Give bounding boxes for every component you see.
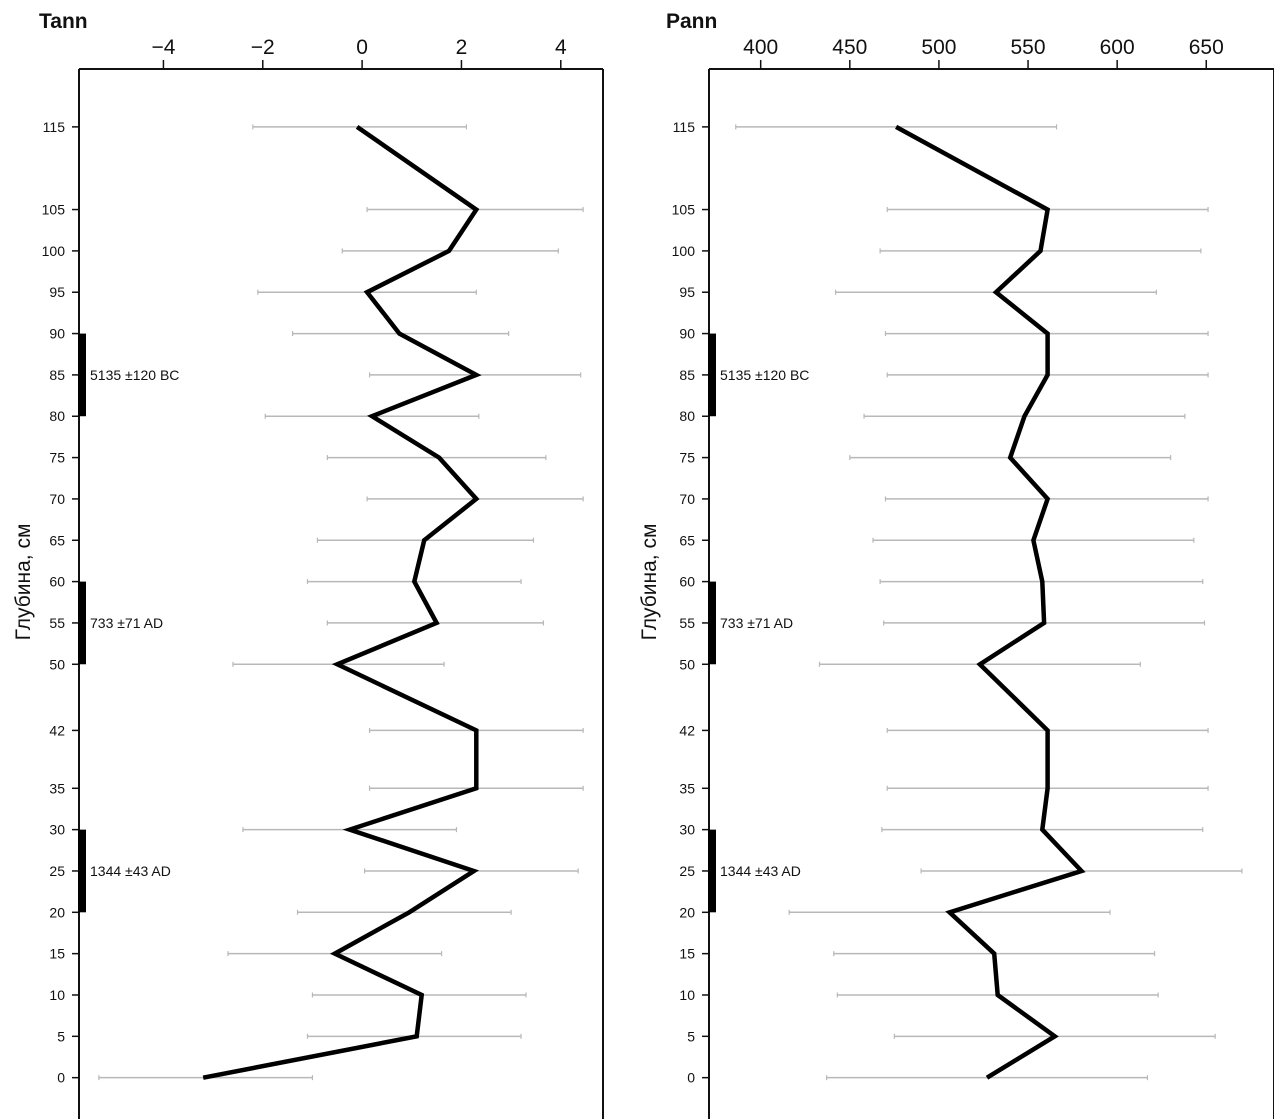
panel-pann: Pann 400 450 500 550 600 650 0 5 10 15 20 25 30 35 42 50…: [638, 10, 1274, 1119]
y-tick-label: 65: [49, 532, 65, 548]
y-tick-label: 15: [679, 946, 695, 962]
y-tick-label: 30: [679, 822, 695, 838]
y-tick-label: 0: [57, 1070, 65, 1086]
x-tick-label: −2: [251, 36, 275, 59]
y-axis-label: Глубина, см: [12, 524, 35, 641]
y-tick-label: 75: [679, 450, 695, 466]
y-tick-label: 25: [679, 863, 695, 879]
series-line: [202, 125, 482, 1080]
y-tick-label: 90: [679, 326, 695, 342]
x-tick-label: 500: [921, 36, 956, 59]
y-axis-label: Глубина, см: [638, 524, 661, 641]
date-marker-label: 733 ±71 AD: [720, 615, 793, 631]
y-tick-label: 20: [679, 904, 695, 920]
y-tick-label: 70: [49, 491, 65, 507]
y-tick-label: 5: [57, 1028, 65, 1044]
date-marker-label: 5135 ±120 BC: [90, 367, 179, 383]
y-tick-label: 42: [679, 722, 695, 738]
y-tick-label: 50: [679, 656, 695, 672]
y-tick-label: 20: [49, 904, 65, 920]
x-tick-label: 2: [456, 36, 468, 59]
y-tick-label: 115: [43, 119, 66, 135]
date-marker-bar: [78, 829, 86, 913]
y-tick-label: 100: [672, 243, 696, 259]
y-tick-label: 80: [679, 408, 695, 424]
x-tick-label: 450: [832, 36, 867, 59]
y-tick-label: 50: [49, 656, 65, 672]
x-tick-label: 400: [743, 36, 778, 59]
y-tick-label: 95: [49, 284, 65, 300]
y-tick-label: 65: [679, 532, 695, 548]
y-tick-label: 85: [679, 367, 695, 383]
y-tick-label: 55: [49, 615, 65, 631]
y-tick-label: 30: [49, 822, 65, 838]
x-tick-label: 4: [555, 36, 567, 59]
date-marker-bar: [78, 581, 86, 665]
y-tick-label: 115: [673, 119, 696, 135]
x-tick-label: −4: [151, 36, 175, 59]
y-tick-label: 85: [49, 367, 65, 383]
date-marker-bar: [708, 829, 716, 913]
y-tick-label: 80: [49, 408, 65, 424]
x-tick-label: 550: [1011, 36, 1046, 59]
y-tick-label: 90: [49, 326, 65, 342]
chart-title: Tann: [39, 10, 88, 33]
y-tick-label: 10: [49, 987, 65, 1003]
y-tick-label: 60: [49, 574, 65, 590]
y-tick-label: 15: [49, 946, 65, 962]
x-tick-label: 600: [1100, 36, 1135, 59]
y-tick-label: 10: [679, 987, 695, 1003]
x-tick-label: 650: [1189, 36, 1224, 59]
date-marker-bar: [78, 333, 86, 417]
y-tick-label: 95: [679, 284, 695, 300]
y-tick-label: 5: [687, 1028, 695, 1044]
date-marker-bar: [708, 333, 716, 417]
date-marker-bar: [708, 581, 716, 665]
date-marker-label: 5135 ±120 BC: [720, 367, 809, 383]
date-marker-label: 1344 ±43 AD: [720, 863, 801, 879]
y-tick-label: 42: [49, 722, 65, 738]
y-tick-label: 25: [49, 863, 65, 879]
date-marker-label: 733 ±71 AD: [90, 615, 163, 631]
y-tick-label: 100: [42, 243, 66, 259]
y-tick-label: 60: [679, 574, 695, 590]
y-tick-label: 35: [679, 780, 695, 796]
panel-tann: Tann −4 −2 0 2 4 0 5 10 15 20 25 30 35 42 50 55 60 65 70 75 8…: [12, 10, 604, 1119]
y-tick-label: 105: [42, 202, 66, 218]
y-tick-label: 70: [679, 491, 695, 507]
y-tick-label: 35: [49, 780, 65, 796]
chart-title: Pann: [666, 10, 717, 33]
y-tick-label: 55: [679, 615, 695, 631]
x-tick-label: 0: [356, 36, 368, 59]
date-marker-label: 1344 ±43 AD: [90, 863, 171, 879]
series-line: [895, 124, 1086, 1080]
y-tick-label: 105: [672, 202, 696, 218]
y-tick-label: 0: [687, 1070, 695, 1086]
y-tick-label: 75: [49, 450, 65, 466]
